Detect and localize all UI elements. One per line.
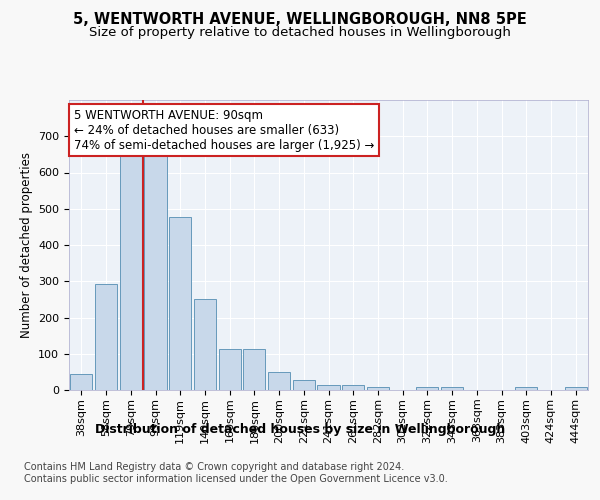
- Bar: [268, 372, 290, 390]
- Text: Size of property relative to detached houses in Wellingborough: Size of property relative to detached ho…: [89, 26, 511, 39]
- Bar: [243, 348, 265, 390]
- Bar: [95, 284, 117, 390]
- Bar: [70, 374, 92, 390]
- Text: 5 WENTWORTH AVENUE: 90sqm
← 24% of detached houses are smaller (633)
74% of semi: 5 WENTWORTH AVENUE: 90sqm ← 24% of detac…: [74, 108, 374, 152]
- Bar: [169, 216, 191, 390]
- Bar: [416, 387, 439, 390]
- Bar: [367, 387, 389, 390]
- Bar: [218, 348, 241, 390]
- Text: 5, WENTWORTH AVENUE, WELLINGBOROUGH, NN8 5PE: 5, WENTWORTH AVENUE, WELLINGBOROUGH, NN8…: [73, 12, 527, 28]
- Bar: [317, 384, 340, 390]
- Y-axis label: Number of detached properties: Number of detached properties: [20, 152, 32, 338]
- Bar: [194, 298, 216, 390]
- Text: Contains HM Land Registry data © Crown copyright and database right 2024.
Contai: Contains HM Land Registry data © Crown c…: [24, 462, 448, 484]
- Bar: [515, 387, 538, 390]
- Bar: [342, 384, 364, 390]
- Bar: [145, 150, 167, 390]
- Bar: [565, 387, 587, 390]
- Text: Distribution of detached houses by size in Wellingborough: Distribution of detached houses by size …: [95, 422, 505, 436]
- Bar: [441, 387, 463, 390]
- Bar: [293, 380, 315, 390]
- Bar: [119, 152, 142, 390]
